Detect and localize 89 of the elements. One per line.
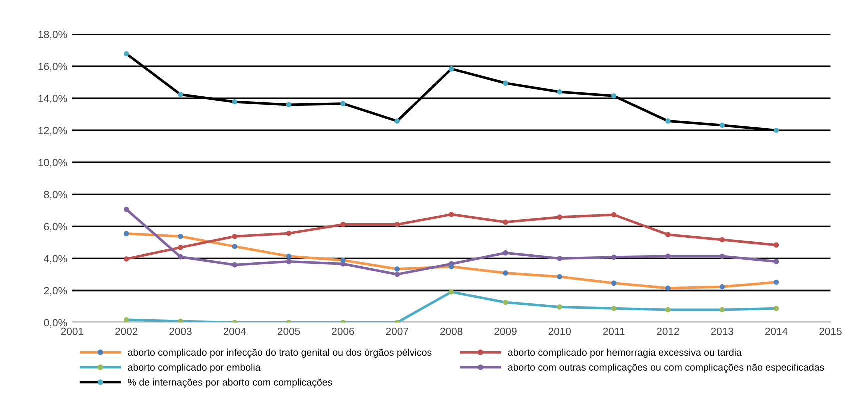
y-tick-label: 16,0%: [38, 63, 68, 72]
y-tick-label: 6,0%: [44, 223, 68, 232]
point: [178, 234, 184, 240]
x-tick-label: 2006: [332, 328, 354, 336]
point: [232, 99, 238, 105]
point: [720, 307, 725, 313]
point: [720, 254, 725, 260]
point: [666, 307, 671, 313]
point: [557, 214, 562, 220]
point: [232, 262, 238, 268]
y-tick-label: 12,0%: [38, 127, 68, 136]
point: [720, 237, 725, 243]
point: [503, 300, 508, 306]
point: [503, 250, 508, 256]
point: [394, 118, 400, 124]
x-tick-label: 2013: [711, 328, 734, 336]
point: [286, 230, 292, 236]
point: [448, 212, 454, 218]
point: [611, 280, 617, 286]
legend-label: aborto complicado por infecção do trato genital ou dos órgãos pélvicos: [128, 348, 432, 358]
point: [611, 254, 617, 260]
point: [178, 92, 184, 98]
point: [124, 51, 130, 57]
point: [666, 286, 671, 291]
point: [774, 306, 780, 312]
point: [394, 272, 400, 278]
point: [340, 101, 346, 106]
point: [448, 290, 454, 295]
point: [286, 259, 292, 264]
point: [557, 274, 562, 280]
x-tick-label: 2004: [224, 328, 246, 336]
x-tick-label: 2003: [170, 328, 192, 336]
point: [340, 258, 346, 264]
y-tick-label: 2,0%: [44, 287, 68, 296]
point: [666, 254, 671, 260]
legend-label: aborto com outras complicações ou com complicações não especificadas: [508, 364, 824, 373]
point: [178, 254, 184, 260]
point: [774, 242, 780, 248]
point: [774, 259, 780, 264]
x-tick-label: 2014: [765, 328, 788, 336]
point: [557, 90, 562, 95]
x-tick-label: 2007: [386, 328, 408, 336]
point: [232, 244, 238, 250]
point: [503, 270, 508, 276]
legend-label: % de internações por aborto com complicações: [128, 378, 332, 388]
point: [124, 206, 130, 212]
point: [611, 94, 617, 99]
point: [394, 222, 400, 228]
point: [666, 118, 671, 124]
point: [774, 280, 780, 286]
point: [124, 256, 130, 262]
point: [124, 317, 130, 323]
y-tick-label: 18,0%: [38, 31, 68, 40]
y-tick-label: 4,0%: [44, 255, 68, 264]
point: [124, 231, 130, 236]
x-tick-label: 2015: [820, 328, 842, 336]
point: [557, 304, 562, 310]
x-tick-label: 2011: [603, 328, 625, 336]
point: [232, 234, 238, 240]
point: [448, 66, 454, 72]
point: [557, 256, 562, 262]
x-tick-label: 2005: [278, 328, 300, 336]
legend-label: aborto complicado por hemorragia excessiva ou tardia: [508, 348, 742, 358]
point: [286, 102, 292, 108]
x-tick-label: 2008: [440, 328, 463, 336]
point: [178, 245, 184, 250]
point: [503, 80, 508, 86]
x-tick-label: 2009: [494, 328, 517, 336]
y-tick-label: 14,0%: [38, 95, 68, 104]
x-tick-label: 2002: [116, 328, 138, 336]
x-tick-label: 2012: [657, 328, 680, 336]
point: [394, 266, 400, 272]
point: [720, 122, 725, 128]
x-tick-label: 2001: [61, 328, 84, 336]
point: [503, 220, 508, 225]
point: [774, 128, 780, 134]
point: [611, 306, 617, 312]
y-tick-label: 0,0%: [44, 319, 68, 328]
x-tick-label: 2010: [548, 328, 572, 336]
legend-label: aborto complicado por embolia: [128, 364, 261, 373]
y-tick-label: 8,0%: [44, 191, 68, 200]
point: [178, 318, 184, 323]
point: [666, 232, 671, 238]
point: [448, 264, 454, 270]
point: [611, 212, 617, 218]
point: [720, 284, 725, 290]
point: [286, 254, 292, 260]
point: [340, 222, 346, 228]
y-tick-label: 10,0%: [38, 159, 68, 168]
